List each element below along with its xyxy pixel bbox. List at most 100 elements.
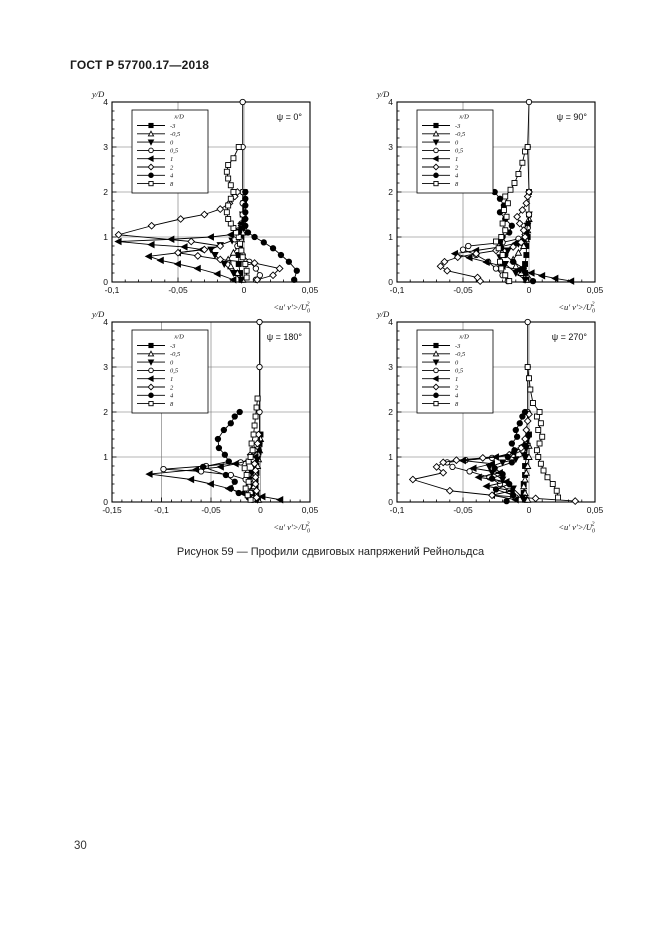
series-5: [408, 410, 580, 506]
svg-text:-0,5: -0,5: [455, 131, 466, 138]
svg-text:2: 2: [388, 407, 393, 417]
svg-text:0: 0: [103, 497, 108, 507]
svg-text:-3: -3: [455, 343, 461, 350]
svg-text:0: 0: [170, 139, 174, 146]
svg-text:0: 0: [527, 285, 532, 295]
svg-text:1: 1: [103, 232, 108, 242]
svg-text:0: 0: [388, 277, 393, 287]
chart-psi-180: -0,15 -0,1 -0,05 0 0,05 0 1 2 3 4 y/D <u' v'>/U02 ψ …: [70, 306, 320, 535]
svg-text:8: 8: [170, 401, 174, 408]
svg-text:-0,05: -0,05: [201, 505, 221, 515]
chart-title: ψ = 270°: [552, 332, 588, 342]
svg-text:4: 4: [170, 393, 174, 400]
svg-text:-0,1: -0,1: [390, 505, 405, 515]
svg-text:0,5: 0,5: [455, 368, 464, 375]
svg-text:4: 4: [103, 317, 108, 327]
y-axis-label: y/D: [376, 309, 390, 319]
svg-text:0: 0: [170, 359, 174, 366]
svg-text:1: 1: [170, 156, 173, 163]
svg-text:3: 3: [103, 362, 108, 372]
svg-text:-0,5: -0,5: [170, 131, 181, 138]
svg-text:2: 2: [455, 384, 459, 391]
svg-text:0,5: 0,5: [170, 368, 179, 375]
svg-text:4: 4: [455, 393, 459, 400]
svg-text:x/D: x/D: [173, 114, 184, 121]
chart-title: ψ = 90°: [557, 112, 588, 122]
y-axis-label: y/D: [91, 89, 105, 99]
legend: x/D -3-0,50 0,512 48: [131, 329, 209, 414]
x-axis-label: <u' v'>/U02: [558, 522, 595, 535]
svg-text:1: 1: [170, 376, 173, 383]
x-axis-label: <u' v'>/U02: [273, 302, 310, 315]
legend: x/D -3-0,50 0,512 48: [131, 109, 209, 194]
svg-text:0: 0: [527, 505, 532, 515]
svg-text:-0,1: -0,1: [105, 285, 120, 295]
svg-text:8: 8: [455, 181, 459, 188]
svg-text:-0,5: -0,5: [455, 351, 466, 358]
svg-text:1: 1: [455, 376, 458, 383]
series-7: [524, 364, 561, 501]
svg-text:-0,05: -0,05: [168, 285, 188, 295]
svg-text:0,5: 0,5: [170, 148, 179, 155]
chart-psi-270: -0,1 -0,05 0 0,05 0 1 2 3 4 y/D <u' v'>/U02 ψ = 270…: [355, 306, 605, 535]
svg-text:0,05: 0,05: [587, 285, 604, 295]
svg-text:2: 2: [170, 164, 174, 171]
chart-title: ψ = 180°: [267, 332, 303, 342]
svg-text:8: 8: [170, 181, 174, 188]
series-7: [223, 144, 250, 281]
svg-text:-0,05: -0,05: [453, 505, 473, 515]
svg-text:-3: -3: [170, 343, 176, 350]
chart-title: ψ = 0°: [277, 112, 303, 122]
axis-ticks: [396, 321, 596, 503]
x-axis-label: <u' v'>/U02: [558, 302, 595, 315]
svg-text:4: 4: [103, 97, 108, 107]
legend: x/D -3-0,50 0,512 48: [416, 109, 494, 194]
svg-text:2: 2: [103, 407, 108, 417]
svg-text:0,05: 0,05: [302, 285, 319, 295]
svg-text:2: 2: [103, 187, 108, 197]
svg-text:0,5: 0,5: [455, 148, 464, 155]
svg-text:0: 0: [258, 505, 263, 515]
svg-text:-3: -3: [455, 123, 461, 130]
svg-text:0: 0: [103, 277, 108, 287]
svg-text:2: 2: [455, 164, 459, 171]
chart-psi-0: -0,1 -0,05 0 0,05 0 1 2 3 4 y/D <u' v'>/U02 ψ = 0° x…: [70, 86, 320, 315]
svg-text:4: 4: [170, 173, 174, 180]
series-7: [493, 144, 531, 285]
svg-text:2: 2: [170, 384, 174, 391]
svg-text:0: 0: [455, 139, 459, 146]
svg-text:3: 3: [388, 362, 393, 372]
svg-text:2: 2: [388, 187, 393, 197]
series-7: [241, 395, 261, 503]
x-axis-label: <u' v'>/U02: [273, 522, 310, 535]
chart-psi-90: -0,1 -0,05 0 0,05 0 1 2 3 4 y/D <u' v'>/U02 ψ = 90°…: [355, 86, 605, 315]
svg-text:1: 1: [455, 156, 458, 163]
svg-text:x/D: x/D: [173, 334, 184, 341]
axis-ticks: [111, 101, 311, 283]
svg-text:-0,15: -0,15: [102, 505, 122, 515]
svg-text:0,05: 0,05: [302, 505, 319, 515]
y-axis-label: y/D: [91, 309, 105, 319]
series-5: [436, 188, 533, 286]
svg-text:-0,5: -0,5: [170, 351, 181, 358]
svg-text:x/D: x/D: [458, 114, 469, 121]
svg-text:-0,1: -0,1: [154, 505, 169, 515]
svg-text:3: 3: [103, 142, 108, 152]
svg-text:1: 1: [388, 452, 393, 462]
svg-text:0: 0: [455, 359, 459, 366]
svg-text:4: 4: [388, 317, 393, 327]
page-number: 30: [74, 840, 87, 852]
svg-text:1: 1: [388, 232, 393, 242]
svg-text:4: 4: [455, 173, 459, 180]
series-6: [242, 188, 300, 283]
svg-text:8: 8: [455, 401, 459, 408]
series-6: [488, 408, 529, 505]
series-4: [145, 439, 284, 504]
